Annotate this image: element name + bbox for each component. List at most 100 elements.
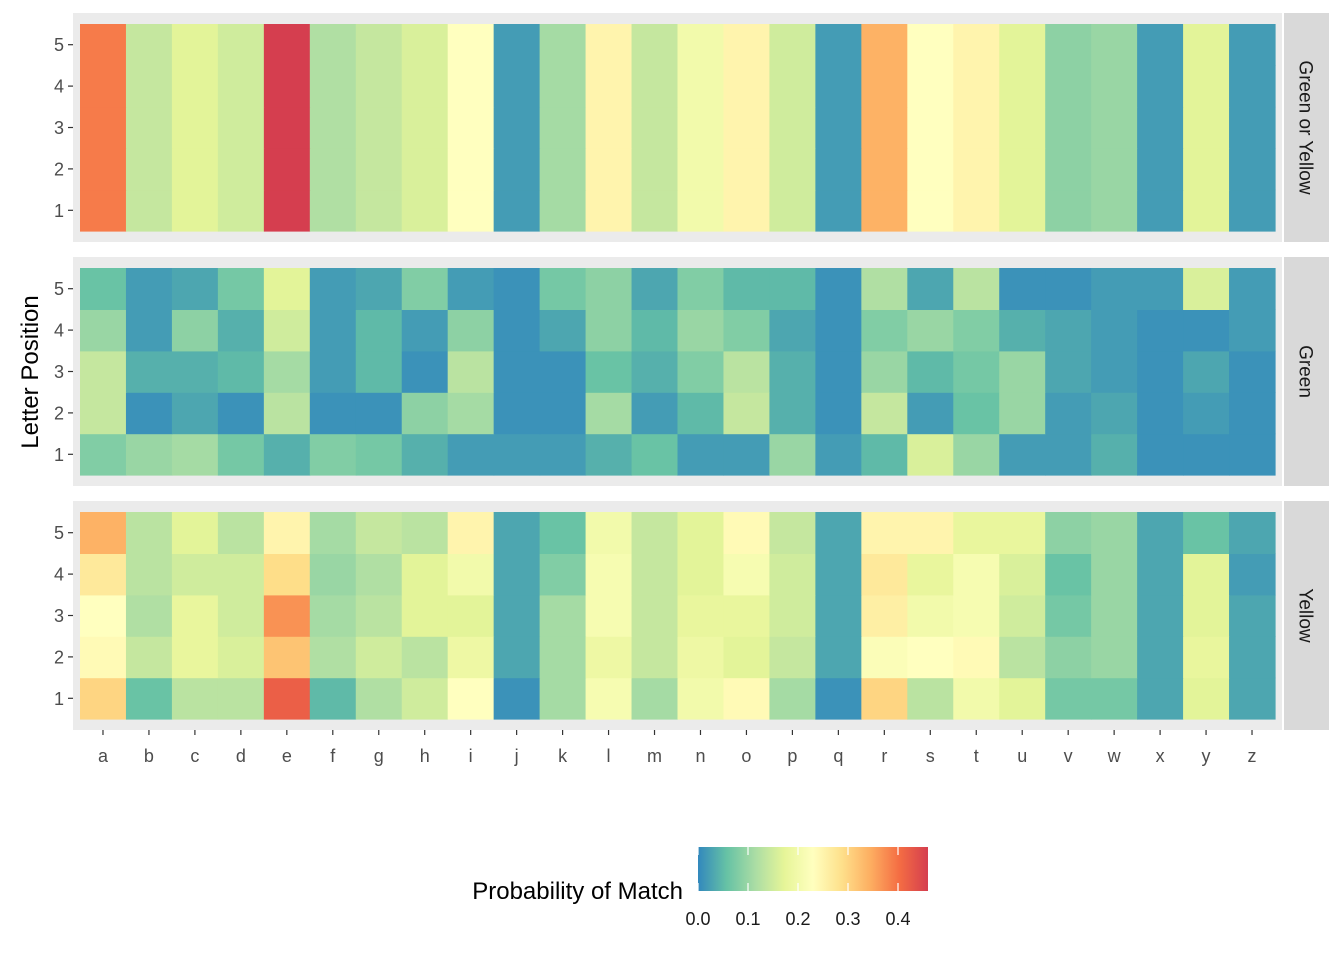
heatmap-cell: [677, 392, 725, 435]
heatmap-cell: [1229, 350, 1276, 393]
x-tick-label: t: [974, 746, 979, 766]
heatmap-cell: [907, 553, 954, 596]
heatmap-cell: [1229, 433, 1276, 476]
heatmap-cell: [539, 677, 587, 720]
heatmap-cell: [80, 636, 127, 679]
heatmap-cell: [493, 636, 541, 679]
heatmap-cell: [125, 65, 173, 108]
heatmap-cell: [999, 553, 1046, 596]
heatmap-cell: [171, 594, 219, 637]
heatmap-cell: [1137, 636, 1184, 679]
heatmap-cell: [263, 677, 311, 720]
heatmap-cell: [401, 106, 449, 149]
heatmap-cell: [493, 392, 541, 435]
heatmap-cell: [585, 512, 633, 554]
heatmap-cell: [723, 350, 771, 393]
heatmap-cell: [309, 433, 357, 476]
heatmap-cell: [861, 392, 908, 435]
x-tick-label: l: [607, 746, 611, 766]
heatmap-cell: [539, 392, 587, 435]
heatmap-cell: [631, 433, 679, 476]
heatmap-cell: [907, 636, 954, 679]
heatmap-cell: [493, 148, 541, 191]
heatmap-cell: [585, 392, 633, 435]
heatmap-cell: [80, 433, 127, 476]
heatmap-cell: [171, 106, 219, 149]
y-tick-label: 2: [54, 403, 64, 423]
heatmap-cell: [401, 594, 449, 637]
facet-strip-label: Yellow: [1295, 588, 1316, 643]
heatmap-cell: [1091, 512, 1138, 554]
heatmap-cell: [80, 512, 127, 554]
heatmap-cell: [769, 106, 816, 149]
heatmap-cell: [217, 512, 265, 554]
heatmap-cell: [1229, 309, 1276, 352]
y-tick-label: 4: [54, 565, 64, 585]
x-tick-label: g: [374, 746, 384, 766]
heatmap-cell: [539, 594, 587, 637]
heatmap-cell: [171, 677, 219, 720]
heatmap-cell: [493, 553, 541, 596]
y-tick-label: 2: [54, 159, 64, 179]
heatmap-cell: [401, 433, 449, 476]
heatmap-cell: [125, 553, 173, 596]
heatmap-cell: [1091, 392, 1138, 435]
heatmap-cell: [263, 309, 311, 352]
heatmap-cell: [447, 636, 495, 679]
heatmap-cell: [999, 24, 1046, 66]
heatmap-cell: [171, 268, 219, 310]
heatmap-cell: [80, 392, 127, 435]
heatmap-cell: [1183, 189, 1230, 232]
heatmap-cell: [447, 309, 495, 352]
x-tick-label: n: [695, 746, 705, 766]
heatmap-cell: [493, 309, 541, 352]
heatmap-cell: [907, 309, 954, 352]
heatmap-cell: [401, 268, 449, 310]
x-tick-label: a: [98, 746, 109, 766]
heatmap-cell: [309, 350, 357, 393]
heatmap-cell: [125, 392, 173, 435]
heatmap-cell: [999, 594, 1046, 637]
heatmap-cell: [1229, 677, 1276, 720]
heatmap-cell: [861, 268, 908, 310]
heatmap-cell: [631, 512, 679, 554]
y-axis-title: Letter Position: [17, 295, 44, 448]
heatmap-cell: [861, 677, 908, 720]
heatmap-cell: [631, 148, 679, 191]
heatmap-cell: [861, 553, 908, 596]
heatmap-cell: [677, 24, 725, 66]
heatmap-cell: [355, 512, 403, 554]
heatmap-cell: [447, 350, 495, 393]
heatmap-cell: [723, 148, 771, 191]
heatmap-cell: [1137, 189, 1184, 232]
heatmap-cell: [1183, 594, 1230, 637]
heatmap-cell: [953, 636, 1000, 679]
heatmap-cell: [769, 512, 816, 554]
heatmap-cell: [953, 553, 1000, 596]
heatmap-cell: [1183, 512, 1230, 554]
heatmap-cell: [861, 106, 908, 149]
heatmap-cell: [401, 189, 449, 232]
heatmap-cell: [355, 636, 403, 679]
heatmap-cell: [309, 309, 357, 352]
x-tick-label: h: [420, 746, 430, 766]
heatmap-cell: [631, 24, 679, 66]
heatmap-cell: [447, 268, 495, 310]
heatmap-cell: [677, 512, 725, 554]
y-tick-label: 1: [54, 201, 64, 221]
heatmap-cell: [769, 553, 816, 596]
heatmap-cell: [631, 350, 679, 393]
heatmap-cell: [861, 433, 908, 476]
heatmap-cell: [401, 65, 449, 108]
heatmap-cell: [539, 189, 587, 232]
heatmap-cell: [80, 65, 127, 108]
heatmap-cell: [401, 350, 449, 393]
x-tick-label: v: [1064, 746, 1073, 766]
heatmap-cell: [171, 65, 219, 108]
heatmap-cell: [171, 392, 219, 435]
heatmap-cell: [1183, 268, 1230, 310]
heatmap-cell: [309, 553, 357, 596]
heatmap-cell: [1091, 636, 1138, 679]
heatmap-cell: [953, 350, 1000, 393]
heatmap-cell: [355, 189, 403, 232]
